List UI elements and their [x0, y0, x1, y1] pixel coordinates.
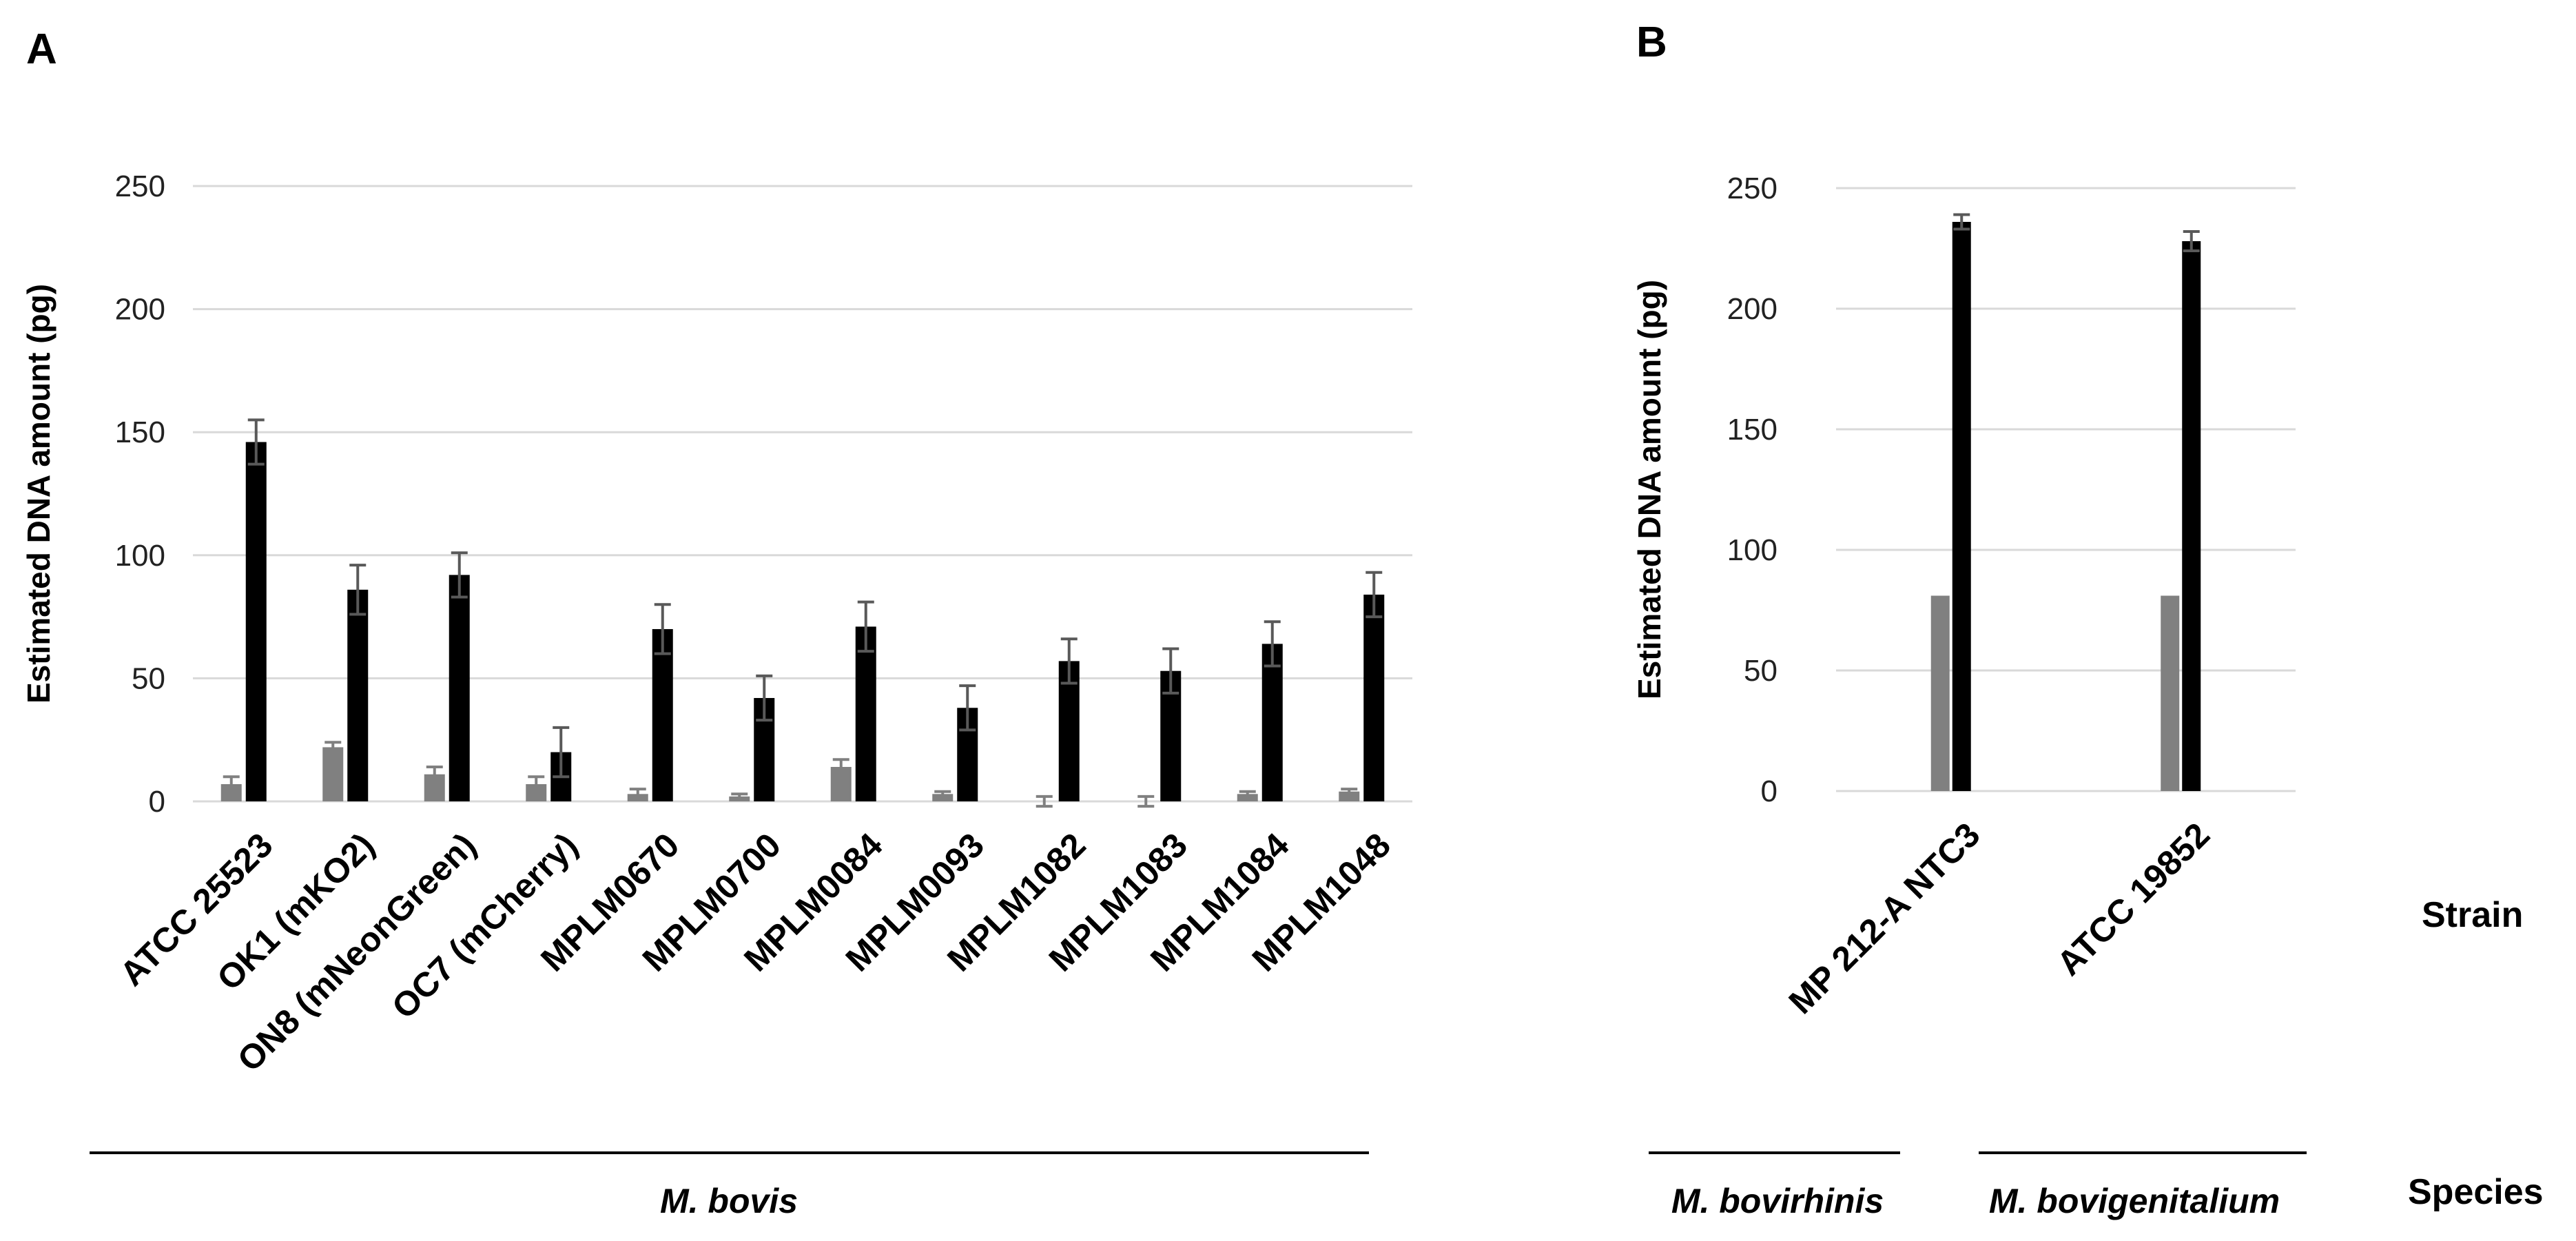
chart-a: 0 50 100 150 200 250 Estimated DNA amount (pg)…	[21, 170, 1412, 1079]
y-tick-label-250: 250	[1727, 172, 1778, 205]
bar-mp-212-a-ntc3-s1	[1930, 595, 1950, 791]
bar-mplm1084-s2	[1261, 644, 1283, 801]
error-bar-mplm0700-s1	[731, 792, 748, 801]
bar-mplm1048-s2	[1363, 594, 1385, 801]
y-tick-label-100: 100	[1727, 533, 1778, 567]
error-bar-oc7-mcherry--s2	[553, 726, 570, 779]
panel-label-a: A	[26, 25, 57, 73]
panel-label-b: B	[1636, 19, 1667, 66]
error-bar-mplm1082-s1	[1035, 794, 1053, 808]
bar-atcc-19852-s1	[2161, 595, 2180, 791]
species-label-b1: M. bovirhinis	[1671, 1182, 1884, 1220]
error-bar-mplm1083-s1	[1137, 794, 1155, 808]
y-axis-label: Estimated DNA amount (pg)	[1631, 280, 1667, 699]
y-tick-label-250: 250	[115, 170, 165, 203]
bar-mp-212-a-ntc3-s2	[1952, 222, 1971, 791]
error-bar-mplm0084-s2	[857, 600, 874, 653]
y-tick-label-150: 150	[115, 416, 165, 449]
chart-b: 0 50 100 150 200 250 Estimated DNA amount (pg)…	[1631, 172, 2296, 1021]
species-label-b2: M. bovigenitalium	[1989, 1182, 2280, 1220]
y-axis-label: Estimated DNA amount (pg)	[21, 284, 56, 704]
strain-label: Strain	[2422, 895, 2523, 935]
species-label-a: M. bovis	[660, 1182, 798, 1220]
species-side-label: Species	[2408, 1172, 2544, 1212]
error-bar-mplm1048-s1	[1341, 788, 1358, 796]
y-tick-label-50: 50	[132, 661, 165, 695]
error-bar-oc7-mcherry--s1	[528, 775, 545, 793]
error-bar-mplm1048-s2	[1366, 571, 1383, 619]
error-bar-mplm0670-s2	[654, 603, 671, 655]
error-bar-mp-212-a-ntc3-s2	[1953, 213, 1970, 231]
bar-ok1-mko2--s2	[347, 589, 369, 801]
y-tick-label-100: 100	[115, 539, 165, 573]
error-bar-on8-mneongreen--s1	[426, 765, 443, 783]
error-bar-ok1-mko2--s2	[349, 564, 367, 616]
error-bar-atcc-25523-s1	[223, 775, 240, 793]
error-bar-mplm1082-s2	[1060, 637, 1078, 685]
x-tick-label-1: MP 212-A NTC3	[1782, 815, 1988, 1021]
y-tick-label-150: 150	[1727, 413, 1778, 447]
bar-mplm0084-s2	[855, 626, 876, 801]
bar-atcc-25523-s2	[245, 442, 267, 801]
error-bar-mplm0084-s1	[832, 758, 849, 776]
bar-mplm0670-s2	[652, 628, 673, 801]
error-bar-ok1-mko2--s1	[324, 741, 342, 754]
error-bar-mplm0093-s2	[959, 684, 976, 732]
y-tick-label-200: 200	[1727, 292, 1778, 326]
error-bar-mplm1083-s2	[1162, 647, 1179, 695]
error-bar-on8-mneongreen--s2	[451, 551, 468, 599]
x-tick-label-4: OC7 (mCherry)	[384, 825, 585, 1026]
y-tick-label-200: 200	[115, 293, 165, 327]
error-bar-mplm0670-s1	[629, 788, 646, 801]
bar-on8-mneongreen--s2	[449, 575, 470, 801]
error-bar-mplm1084-s2	[1264, 620, 1281, 668]
bar-ok1-mko2--s1	[322, 747, 344, 801]
y-tick-label-50: 50	[1744, 654, 1778, 688]
error-bar-atcc-19852-s2	[2183, 230, 2200, 252]
error-bar-mplm0700-s2	[756, 674, 773, 722]
bar-atcc-19852-s2	[2182, 241, 2201, 791]
x-tick-label-2: ATCC 19852	[2050, 815, 2217, 983]
y-tick-label-0: 0	[1761, 775, 1778, 808]
y-tick-label-0: 0	[149, 785, 165, 819]
error-bar-mplm1084-s1	[1239, 790, 1256, 798]
error-bar-atcc-25523-s2	[247, 418, 265, 466]
error-bar-mplm0093-s1	[934, 790, 951, 798]
